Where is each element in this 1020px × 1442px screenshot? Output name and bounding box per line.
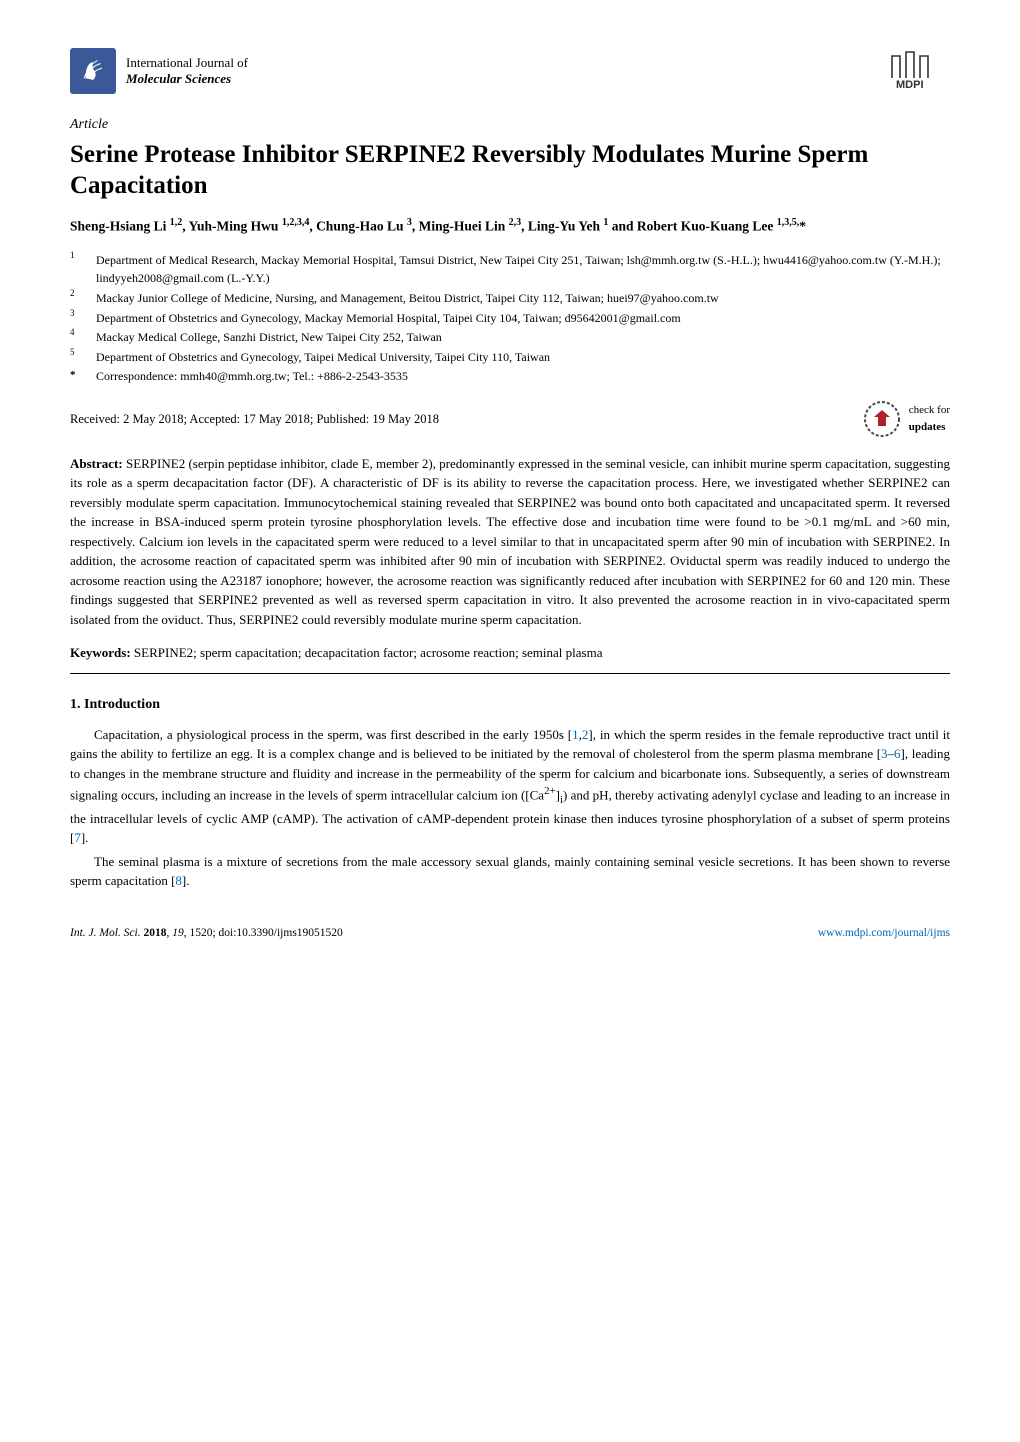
mdpi-logo-icon: MDPI (888, 48, 950, 96)
aff-num: 3 (70, 307, 82, 326)
affiliation-row: 5 Department of Obstetrics and Gynecology… (70, 348, 950, 367)
aff-num: * (70, 367, 82, 386)
aff-num: 5 (70, 346, 82, 365)
aff-text: Mackay Medical College, Sanzhi District,… (96, 328, 950, 347)
affiliation-row: * Correspondence: mmh40@mmh.org.tw; Tel.:… (70, 367, 950, 386)
header-row: International Journal of Molecular Scien… (70, 48, 950, 96)
aff-num: 4 (70, 326, 82, 345)
page-footer: Int. J. Mol. Sci. 2018, 19, 1520; doi:10… (70, 925, 950, 942)
body-paragraph: Capacitation, a physiological process in… (70, 725, 950, 848)
affiliation-row: 2 Mackay Junior College of Medicine, Nurs… (70, 289, 950, 308)
affiliation-row: 4 Mackay Medical College, Sanzhi District… (70, 328, 950, 347)
dates-row: Received: 2 May 2018; Accepted: 17 May 2… (70, 398, 950, 440)
aff-num: 2 (70, 287, 82, 306)
affiliations-block: 1 Department of Medical Research, Mackay … (70, 251, 950, 386)
affiliation-row: 1 Department of Medical Research, Mackay … (70, 251, 950, 288)
footer-url[interactable]: www.mdpi.com/journal/ijms (818, 925, 950, 942)
keywords-block: Keywords: SERPINE2; sperm capacitation; … (70, 643, 950, 663)
aff-text: Correspondence: mmh40@mmh.org.tw; Tel.: … (96, 367, 950, 386)
aff-text: Department of Obstetrics and Gynecology,… (96, 309, 950, 328)
section-heading-introduction: 1. Introduction (70, 694, 950, 715)
keywords-text: SERPINE2; sperm capacitation; decapacita… (131, 645, 603, 660)
check-updates-badge[interactable]: check for updates (861, 398, 950, 440)
article-title: Serine Protease Inhibitor SERPINE2 Rever… (70, 139, 950, 202)
aff-text: Department of Obstetrics and Gynecology,… (96, 348, 950, 367)
check-updates-icon (861, 398, 903, 440)
abstract-text: SERPINE2 (serpin peptidase inhibitor, cl… (70, 456, 950, 627)
authors-line: Sheng-Hsiang Li 1,2, Yuh-Ming Hwu 1,2,3,… (70, 215, 950, 237)
article-type: Article (70, 114, 950, 135)
journal-name: International Journal of Molecular Scien… (126, 55, 248, 88)
footer-link[interactable]: www.mdpi.com/journal/ijms (818, 927, 950, 939)
aff-text: Department of Medical Research, Mackay M… (96, 251, 950, 288)
check-updates-line2: updates (909, 419, 950, 436)
journal-block: International Journal of Molecular Scien… (70, 48, 248, 94)
aff-text: Mackay Junior College of Medicine, Nursi… (96, 289, 950, 308)
publication-dates: Received: 2 May 2018; Accepted: 17 May 2… (70, 410, 439, 429)
journal-logo-icon (70, 48, 116, 94)
keywords-label: Keywords: (70, 645, 131, 660)
mdpi-text: MDPI (896, 79, 924, 90)
check-updates-text: check for updates (909, 402, 950, 435)
body-paragraph: The seminal plasma is a mixture of secre… (70, 852, 950, 891)
abstract-block: Abstract: SERPINE2 (serpin peptidase inh… (70, 454, 950, 630)
footer-citation: Int. J. Mol. Sci. 2018, 19, 1520; doi:10… (70, 925, 343, 942)
abstract-label: Abstract: (70, 456, 123, 471)
journal-name-line1: International Journal of (126, 55, 248, 71)
affiliation-row: 3 Department of Obstetrics and Gynecology… (70, 309, 950, 328)
journal-name-line2: Molecular Sciences (126, 71, 248, 87)
check-updates-line1: check for (909, 402, 950, 419)
section-divider (70, 673, 950, 674)
aff-num: 1 (70, 249, 82, 286)
